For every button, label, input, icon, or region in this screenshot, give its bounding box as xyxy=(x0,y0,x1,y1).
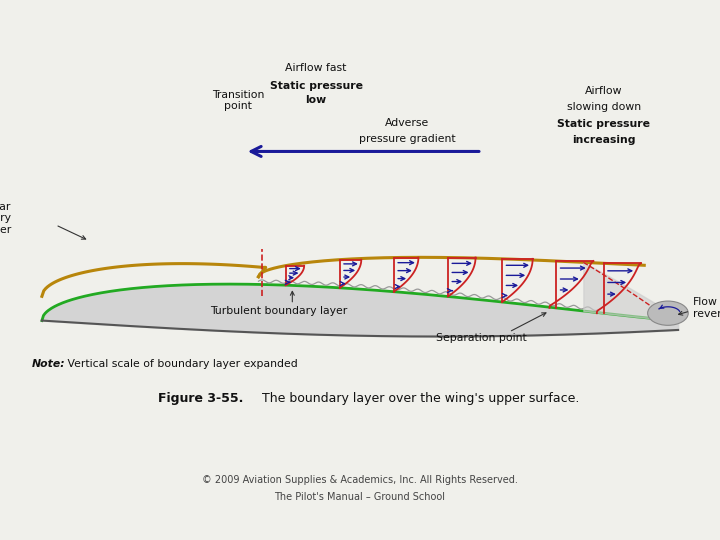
Text: pressure gradient: pressure gradient xyxy=(359,134,456,144)
Text: Flow
reversal: Flow reversal xyxy=(693,297,720,319)
Text: Static pressure: Static pressure xyxy=(557,119,650,129)
Text: Turbulent boundary layer: Turbulent boundary layer xyxy=(210,306,348,316)
Text: low: low xyxy=(305,96,327,105)
Text: The boundary layer over the wing's upper surface.: The boundary layer over the wing's upper… xyxy=(258,392,579,406)
Text: Vertical scale of boundary layer expanded: Vertical scale of boundary layer expande… xyxy=(64,359,298,369)
Text: © 2009 Aviation Supplies & Academics, Inc. All Rights Reserved.: © 2009 Aviation Supplies & Academics, In… xyxy=(202,475,518,485)
Text: Note:: Note: xyxy=(32,359,66,369)
Text: slowing down: slowing down xyxy=(567,102,641,112)
Text: Airflow fast: Airflow fast xyxy=(285,64,347,73)
Text: Transition
point: Transition point xyxy=(212,90,264,111)
Text: increasing: increasing xyxy=(572,135,635,145)
Text: Separation point: Separation point xyxy=(436,333,527,343)
Text: Laminar
boundary
layer: Laminar boundary layer xyxy=(0,202,12,235)
Text: The Pilot's Manual – Ground School: The Pilot's Manual – Ground School xyxy=(274,491,446,502)
Text: Adverse: Adverse xyxy=(385,118,430,128)
Text: Figure 3-55.: Figure 3-55. xyxy=(158,392,244,406)
Text: Static pressure: Static pressure xyxy=(269,80,362,91)
Ellipse shape xyxy=(647,301,688,325)
Text: Airflow: Airflow xyxy=(585,86,622,96)
